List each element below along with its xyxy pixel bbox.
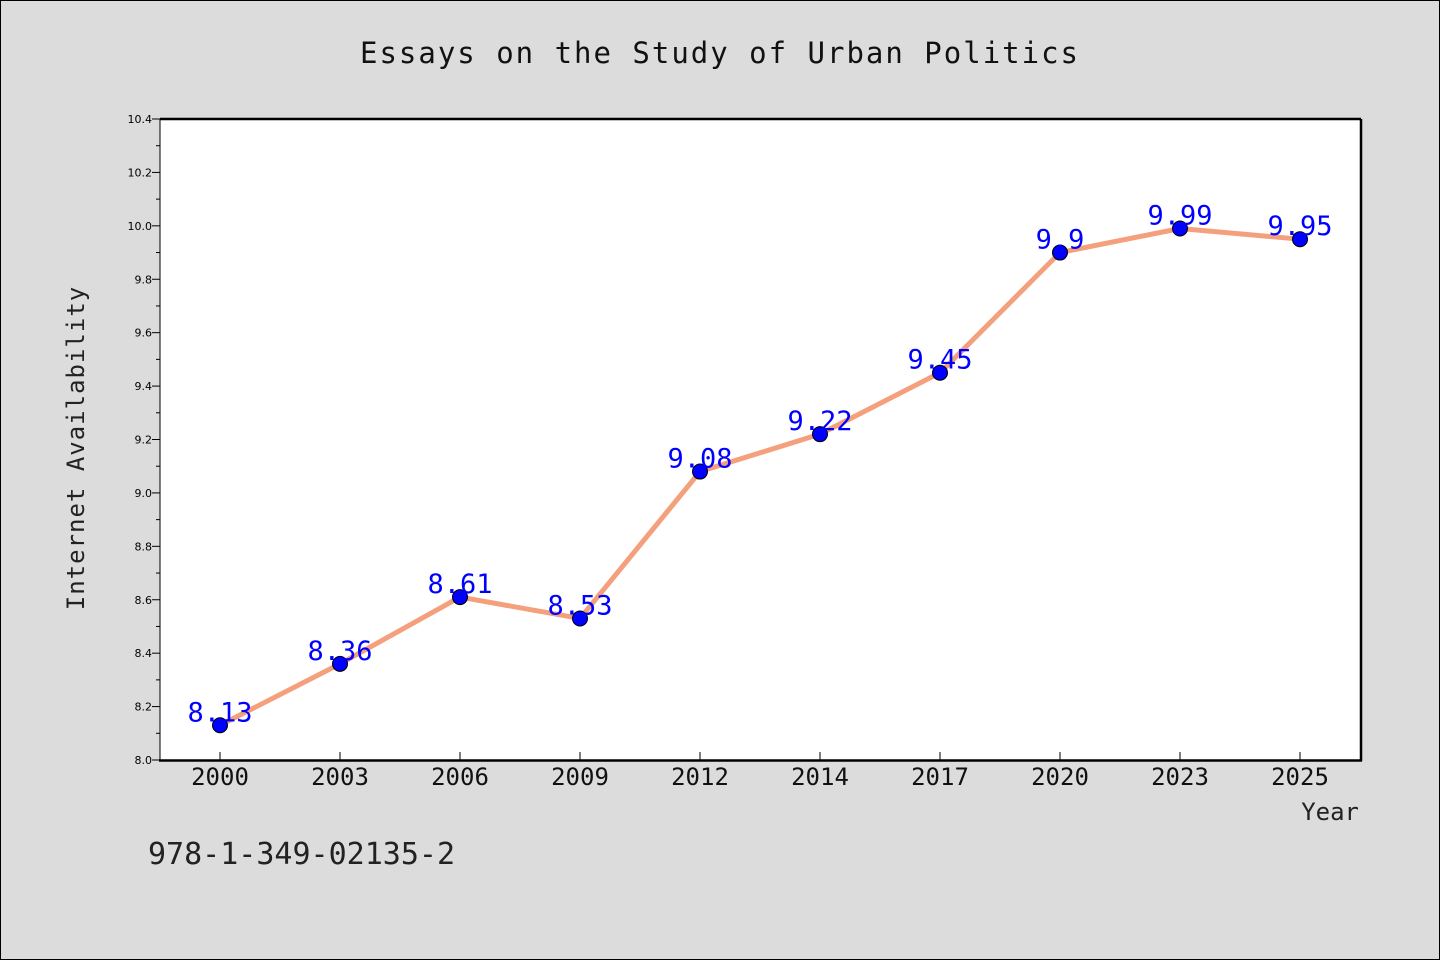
data-label: 9.22 [787, 406, 852, 437]
data-point [1292, 231, 1308, 248]
x-tick-label: 2017 [911, 763, 969, 791]
data-labels: 8.13 8.36 8.61 8.53 9.08 9.22 9.45 9.9 9.99 9.95 [187, 201, 1332, 729]
y-tick-label: 10.2 [128, 166, 153, 179]
data-point [932, 364, 948, 381]
data-point [1172, 220, 1188, 237]
data-label: 8.53 [547, 590, 612, 621]
data-label: 9.45 [907, 345, 972, 376]
y-tick-label: 8.0 [135, 754, 153, 767]
data-label: 9.99 [1147, 201, 1212, 232]
x-tick-label: 2003 [311, 763, 369, 791]
data-points [212, 220, 1308, 734]
x-tick-label: 2000 [191, 763, 249, 791]
y-axis-label: Internet Availability [62, 286, 90, 610]
y-tick-label: 8.2 [135, 701, 153, 714]
x-axis: 2000 2003 2006 2009 2012 2014 2017 2020 2023 2025 [191, 752, 1329, 791]
data-label: 9.95 [1267, 211, 1332, 242]
data-point [572, 610, 588, 627]
y-tick-label: 9.0 [135, 487, 153, 500]
data-label: 9.9 [1036, 225, 1085, 256]
x-tick-label: 2020 [1031, 763, 1089, 791]
data-label: 8.61 [427, 569, 492, 600]
y-tick-label: 9.4 [135, 380, 153, 393]
x-tick-label: 2012 [671, 763, 729, 791]
data-point [452, 589, 468, 606]
data-point [812, 426, 828, 443]
x-tick-label: 2023 [1151, 763, 1209, 791]
y-tick-label: 8.6 [135, 594, 153, 607]
y-axis: 8.0 8.2 8.4 8.6 8.8 9.0 9.2 9.4 9.6 9.8 10.0 10.2 10… [128, 113, 160, 767]
data-point [1052, 244, 1068, 261]
data-label: 8.36 [307, 636, 372, 667]
y-tick-label: 10.4 [128, 113, 153, 126]
x-axis-label: Year [1301, 798, 1359, 826]
data-point [212, 717, 228, 734]
chart-title: Essays on the Study of Urban Politics [360, 36, 1080, 70]
x-tick-label: 2025 [1271, 763, 1329, 791]
y-tick-label: 8.4 [135, 647, 153, 660]
x-tick-label: 2009 [551, 763, 609, 791]
y-tick-label: 8.8 [135, 540, 153, 553]
x-tick-label: 2014 [791, 763, 849, 791]
data-label: 9.08 [667, 444, 732, 475]
y-tick-label: 9.8 [135, 273, 153, 286]
y-tick-label: 10.0 [128, 220, 153, 233]
y-tick-label: 9.6 [135, 327, 153, 340]
isbn-text: 978-1-349-02135-2 [148, 837, 455, 872]
data-label: 8.13 [187, 697, 252, 728]
x-tick-label: 2006 [431, 763, 489, 791]
series-line [217, 226, 1303, 728]
y-tick-label: 9.2 [135, 434, 153, 447]
data-point [692, 463, 708, 480]
data-point [332, 655, 348, 672]
